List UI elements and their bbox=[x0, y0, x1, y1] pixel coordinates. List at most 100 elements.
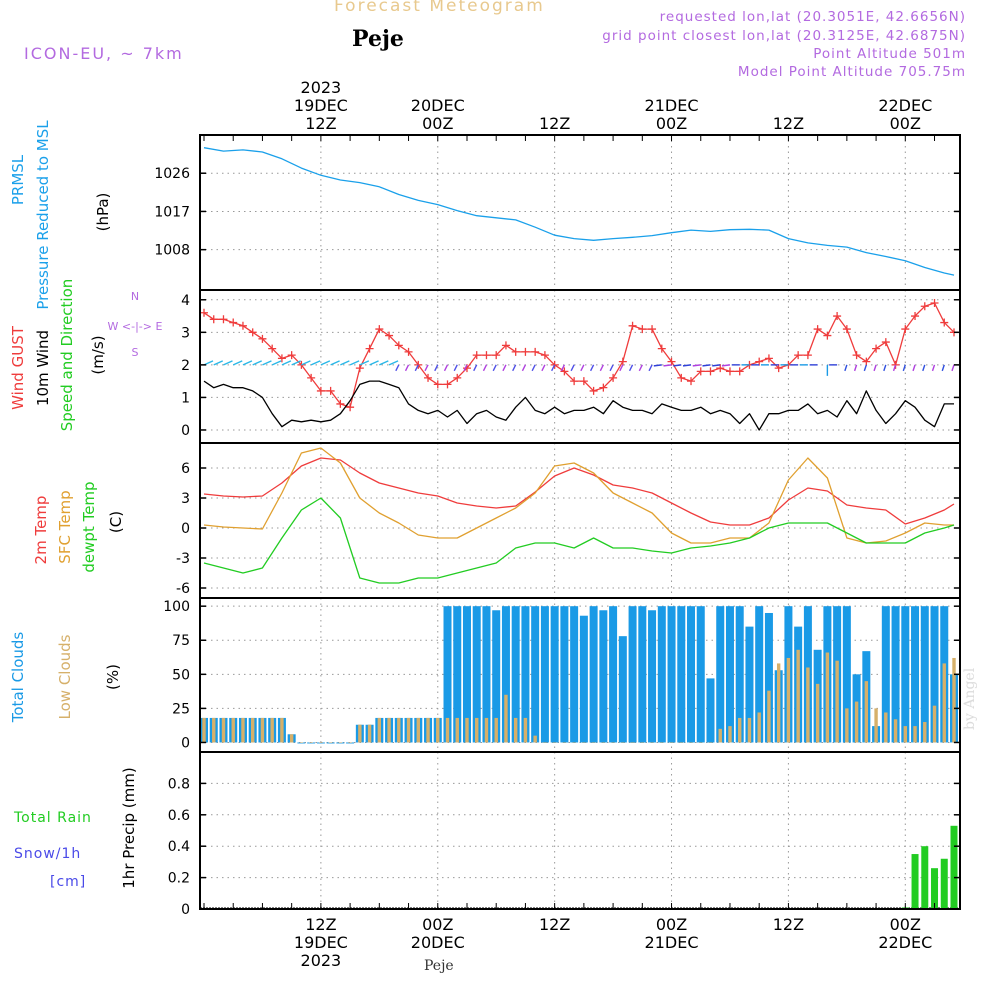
wind-arrow bbox=[512, 364, 517, 372]
low-cloud-bar bbox=[708, 742, 713, 743]
wind-arrow bbox=[310, 360, 321, 366]
wind-arrow bbox=[379, 360, 389, 366]
pressure-label: PRMSL bbox=[9, 154, 27, 205]
total-cloud-bar bbox=[443, 606, 452, 743]
gust-marker bbox=[482, 351, 491, 360]
time-label-bottom: 19DEC bbox=[294, 933, 348, 952]
low-cloud-bar bbox=[806, 667, 810, 743]
low-cloud-bar bbox=[776, 663, 781, 743]
gust-marker bbox=[735, 367, 744, 376]
time-label-bottom: 20DEC bbox=[411, 933, 465, 952]
gust-marker bbox=[687, 377, 696, 386]
gust-marker bbox=[579, 377, 588, 386]
wind-arrow bbox=[330, 360, 340, 366]
station-name: Peje bbox=[352, 26, 404, 52]
time-label-bottom: 22DEC bbox=[878, 933, 932, 952]
wind-arrow bbox=[922, 364, 926, 372]
y-tick-label: 3 bbox=[181, 325, 190, 341]
gust-marker bbox=[803, 351, 812, 360]
total-cloud-bar bbox=[687, 606, 696, 743]
wind-arrow bbox=[883, 364, 887, 372]
low-cloud-bar bbox=[221, 717, 226, 743]
gust-marker bbox=[862, 357, 871, 366]
wind-arrow bbox=[443, 364, 449, 372]
y-tick-label: -6 bbox=[176, 581, 190, 597]
gust-marker bbox=[823, 331, 832, 340]
wind-arrow bbox=[473, 364, 478, 372]
gust-marker bbox=[706, 367, 715, 376]
time-label-top: 2023 bbox=[301, 78, 342, 97]
gust-marker bbox=[891, 360, 900, 369]
total-cloud-bar bbox=[842, 606, 851, 743]
wind-arrow bbox=[434, 364, 439, 372]
gust-marker bbox=[200, 308, 208, 317]
low-cloud-bar bbox=[484, 717, 489, 743]
total-cloud-bar bbox=[589, 606, 598, 743]
gust-marker bbox=[365, 344, 374, 353]
y-tick-label: 1 bbox=[181, 390, 190, 406]
model-name: ICON-EU, ~ 7km bbox=[24, 44, 184, 63]
wind-arrow bbox=[281, 360, 292, 366]
y-tick-label: 0.4 bbox=[168, 839, 190, 855]
compass-n: N bbox=[131, 290, 139, 303]
low-cloud-bar bbox=[231, 717, 235, 743]
y-tick-label: 50 bbox=[172, 667, 190, 683]
low-cloud-bar bbox=[942, 663, 946, 743]
y-tick-label: 4 bbox=[181, 293, 190, 309]
wind-arrow bbox=[951, 364, 955, 372]
low-cloud-bar bbox=[270, 717, 274, 743]
y-tick-label: 0.6 bbox=[168, 808, 190, 824]
wind-arrow bbox=[404, 364, 410, 372]
gust-marker bbox=[433, 380, 442, 389]
total-cloud-bar bbox=[609, 606, 618, 743]
wind-arrow bbox=[692, 364, 701, 367]
low-cloud-bar bbox=[874, 708, 878, 743]
wind-arrow bbox=[673, 364, 682, 367]
gust-marker bbox=[521, 347, 530, 356]
low-cloud-bar bbox=[679, 742, 683, 743]
time-label-bottom: 00Z bbox=[422, 915, 453, 934]
gust-marker bbox=[453, 373, 462, 382]
low-cloud-bar bbox=[699, 742, 703, 743]
wind-arrow bbox=[492, 364, 497, 372]
wind-unit: (m/s) bbox=[89, 335, 107, 374]
gust-marker bbox=[385, 331, 394, 340]
dewpt-line bbox=[203, 497, 955, 584]
wind-arrow bbox=[560, 364, 566, 372]
gust-marker bbox=[852, 351, 861, 360]
low-cloud-bar bbox=[280, 717, 284, 743]
low-cloud-bar bbox=[650, 742, 654, 743]
time-label-top: 12Z bbox=[539, 114, 570, 133]
low-cloud-bar bbox=[328, 742, 333, 743]
wind-arrow bbox=[599, 364, 604, 372]
low-cloud-bar bbox=[591, 742, 596, 743]
low-cloud-bar bbox=[864, 681, 869, 743]
gust-marker bbox=[609, 373, 618, 382]
gust-marker bbox=[872, 344, 881, 353]
low-cloud-bar bbox=[835, 660, 839, 743]
precip-legend-unit: [cm] bbox=[50, 874, 87, 890]
gust-marker bbox=[540, 351, 549, 360]
precip-legend-rain: Total Rain bbox=[14, 810, 92, 826]
y-tick-label: 75 bbox=[172, 633, 190, 649]
wind-arrow bbox=[863, 364, 868, 372]
low-cloud-bar bbox=[582, 742, 586, 743]
low-cloud-bar bbox=[494, 717, 498, 743]
gridpoint-coords: grid point closest lon,lat (20.3125E, 42… bbox=[602, 28, 966, 44]
low-cloud-bar bbox=[884, 712, 888, 743]
panel-frame bbox=[199, 751, 961, 910]
low-cloud-bar bbox=[738, 717, 742, 743]
pressure-unit: (hPa) bbox=[94, 193, 112, 232]
low-cloud-bar bbox=[251, 717, 255, 743]
wind-arrow bbox=[291, 360, 301, 366]
low-cloud-bar bbox=[796, 649, 800, 743]
wind-line bbox=[203, 380, 954, 431]
gust-marker bbox=[472, 351, 481, 360]
rain-bar bbox=[931, 868, 939, 909]
wind-arrow bbox=[232, 360, 243, 366]
low-cloud-bar bbox=[367, 724, 372, 743]
total-cloud-bar bbox=[677, 606, 686, 743]
sfc-temp-label: SFC Temp bbox=[56, 490, 74, 563]
time-label-bottom: 12Z bbox=[539, 915, 570, 934]
gust-marker bbox=[833, 312, 842, 321]
